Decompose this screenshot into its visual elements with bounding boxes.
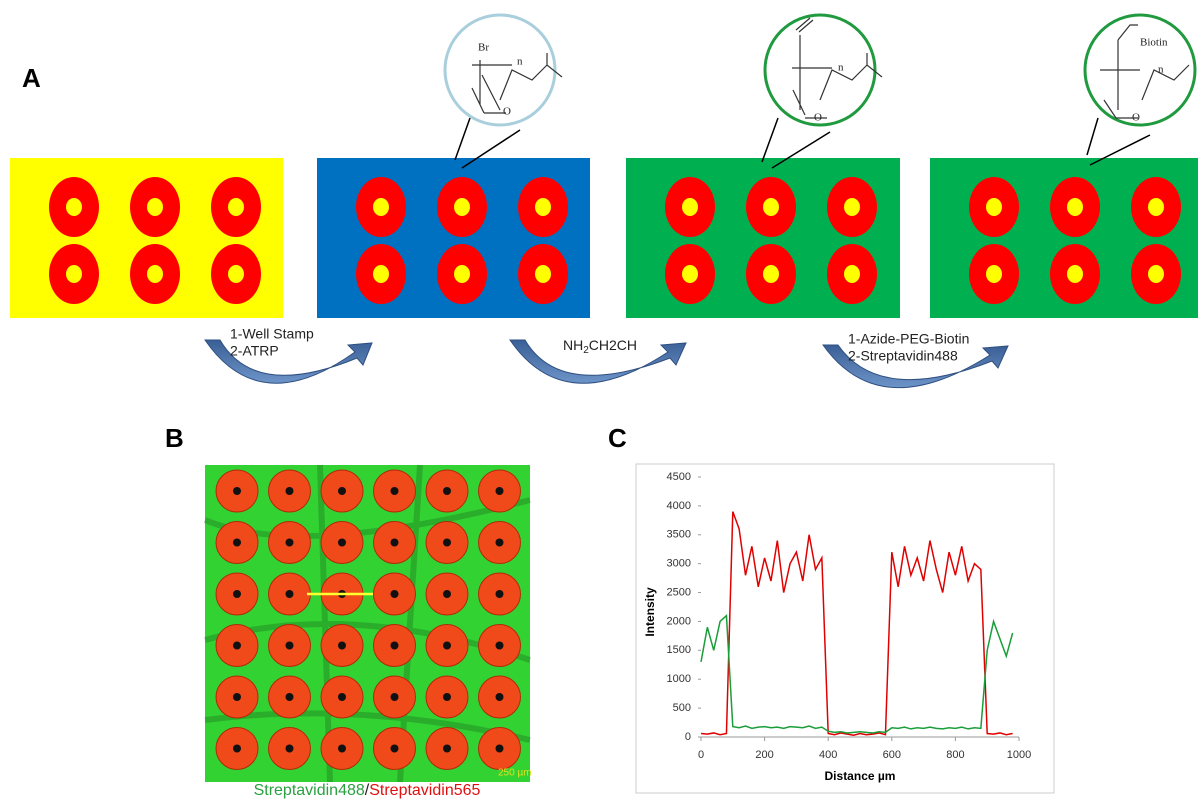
spot-center: [496, 745, 504, 753]
y-tick-label: 1500: [667, 644, 691, 656]
spot-center: [391, 745, 399, 753]
panel-label: B: [165, 423, 184, 453]
well-center: [147, 198, 163, 216]
spot-center: [496, 693, 504, 701]
atom-label: O: [503, 106, 511, 118]
spot-center: [338, 693, 346, 701]
atom-label: Br: [478, 42, 489, 54]
well-center: [535, 198, 551, 216]
well-center: [986, 265, 1002, 283]
y-tick-label: 2000: [667, 615, 691, 627]
x-tick-label: 200: [755, 749, 773, 761]
well-center: [844, 265, 860, 283]
well-center: [373, 265, 389, 283]
atom-label: O: [1132, 112, 1140, 124]
step-label: 1-Well Stamp: [230, 326, 314, 342]
spot-center: [286, 745, 294, 753]
x-tick-label: 800: [946, 749, 964, 761]
step-label: NH2CH2CH: [563, 337, 637, 356]
spot-center: [286, 590, 294, 598]
spot-center: [233, 745, 241, 753]
y-tick-label: 3500: [667, 529, 691, 541]
spot-center: [443, 642, 451, 650]
spot-center: [233, 487, 241, 495]
spot-center: [443, 693, 451, 701]
spot-center: [233, 590, 241, 598]
well-center: [66, 198, 82, 216]
y-tick-label: 0: [685, 731, 691, 743]
panel-label: A: [22, 63, 41, 93]
spot-center: [443, 487, 451, 495]
well-center: [1148, 198, 1164, 216]
spot-center: [338, 487, 346, 495]
step-label: 2-ATRP: [230, 343, 279, 359]
spot-center: [338, 539, 346, 547]
well-center: [147, 265, 163, 283]
spot-center: [391, 590, 399, 598]
zoom-3: Biotin n O: [1085, 15, 1195, 165]
spot-center: [391, 642, 399, 650]
spot-center: [496, 539, 504, 547]
spot-center: [391, 487, 399, 495]
y-axis-title: Intensity: [643, 587, 657, 637]
spot-center: [286, 642, 294, 650]
well-center: [228, 265, 244, 283]
panel-label: C: [608, 423, 627, 453]
well-center: [66, 265, 82, 283]
scale-bar-label: 250 µm: [498, 768, 532, 779]
well-center: [454, 198, 470, 216]
y-tick-label: 500: [673, 702, 691, 714]
well-center: [763, 265, 779, 283]
spot-center: [391, 693, 399, 701]
y-tick-label: 1000: [667, 673, 691, 685]
zoom-1: Br n O: [445, 15, 562, 168]
well-center: [535, 265, 551, 283]
y-tick-label: 4500: [667, 471, 691, 483]
well-center: [454, 265, 470, 283]
atom-label: n: [517, 56, 523, 68]
caption: Streptavidin488/Streptavidin565: [254, 782, 481, 799]
well-center: [1067, 265, 1083, 283]
y-tick-label: 4000: [667, 500, 691, 512]
well-center: [228, 198, 244, 216]
spot-center: [286, 539, 294, 547]
x-tick-label: 400: [819, 749, 837, 761]
x-tick-label: 1000: [1007, 749, 1031, 761]
spot-center: [391, 539, 399, 547]
step-label: 1-Azide-PEG-Biotin: [848, 331, 969, 347]
spot-center: [496, 590, 504, 598]
spot-center: [286, 487, 294, 495]
well-center: [1067, 198, 1083, 216]
spot-center: [286, 693, 294, 701]
x-axis-title: Distance µm: [825, 769, 896, 783]
atom-label: Biotin: [1140, 37, 1168, 49]
spot-center: [338, 745, 346, 753]
x-tick-label: 600: [883, 749, 901, 761]
spot-center: [496, 487, 504, 495]
spot-center: [443, 745, 451, 753]
atom-label: n: [1158, 64, 1164, 76]
x-tick-label: 0: [698, 749, 704, 761]
well-center: [986, 198, 1002, 216]
figure: A Br n O n O Biotin n O 1-Well Stamp 2-A…: [0, 0, 1198, 799]
zoom-2: n O: [762, 15, 882, 168]
y-tick-label: 2500: [667, 586, 691, 598]
spot-center: [233, 693, 241, 701]
spot-center: [496, 642, 504, 650]
spot-center: [443, 590, 451, 598]
well-center: [763, 198, 779, 216]
y-tick-label: 3000: [667, 558, 691, 570]
well-center: [682, 198, 698, 216]
well-center: [373, 198, 389, 216]
step-label: 2-Streptavidin488: [848, 348, 958, 364]
spot-center: [338, 642, 346, 650]
well-center: [844, 198, 860, 216]
well-center: [682, 265, 698, 283]
spot-center: [233, 539, 241, 547]
atom-label: O: [814, 112, 822, 124]
well-center: [1148, 265, 1164, 283]
atom-label: n: [838, 62, 844, 74]
spot-center: [233, 642, 241, 650]
spot-center: [443, 539, 451, 547]
